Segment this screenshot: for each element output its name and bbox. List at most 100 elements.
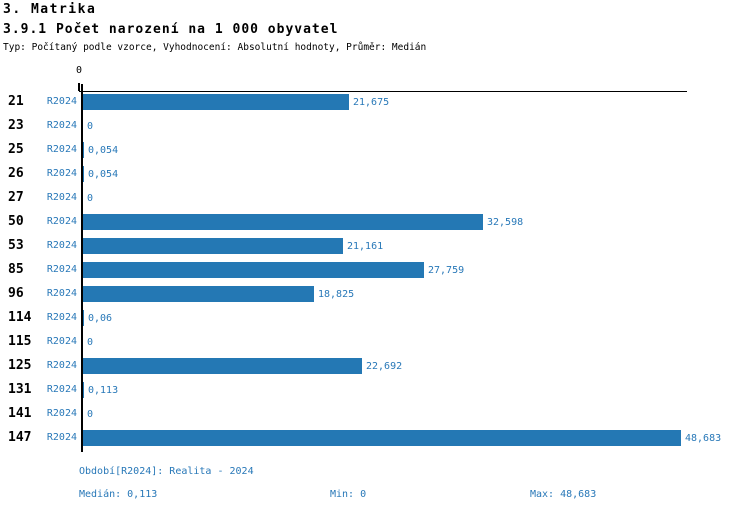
row-category-label: 50 [8,214,24,229]
bar-line: 32,598 [83,210,523,234]
row-period-label: R2024 [46,96,77,107]
row-period-label: R2024 [46,240,77,251]
value-label: 0,054 [88,144,119,156]
row-period-label: R2024 [46,168,77,179]
value-bar[interactable] [83,262,424,278]
bar-line: 0,054 [83,162,118,186]
row-period-label: R2024 [46,120,77,131]
row-category-label: 114 [8,310,32,325]
value-label: 22,692 [366,360,403,372]
row-category-label: 21 [8,94,24,109]
section-title: 3. Matrika [3,2,97,17]
row-category-label: 25 [8,142,24,157]
row-period-label: R2024 [46,408,77,419]
row-category-label: 26 [8,166,24,181]
bar-line: 22,692 [83,354,402,378]
row-period-label: R2024 [46,384,77,395]
value-label: 0 [87,120,94,132]
chart-row: 26 R2024 0,054 [0,162,750,186]
period-info: Období[R2024]: Realita - 2024 [79,466,254,477]
row-period-label: R2024 [46,336,77,347]
bar-line: 21,675 [83,90,389,114]
value-label: 32,598 [487,216,524,228]
row-category-label: 85 [8,262,24,277]
min-stat: Min: 0 [330,489,367,500]
row-period-label: R2024 [46,312,77,323]
chart-row: 115 R2024 0 [0,330,750,354]
chart-row: 23 R2024 0 [0,114,750,138]
chart-subtitle: Typ: Počítaný podle vzorce, Vyhodnocení:… [3,42,427,53]
bar-chart: 0 21 R2024 21,675 23 R2024 0 25 R2024 0,054 26 R20… [0,65,750,456]
median-stat: Medián: 0,113 [79,489,158,500]
value-label: 21,675 [353,96,390,108]
chart-row: 125 R2024 22,692 [0,354,750,378]
value-label: 0 [87,192,94,204]
bar-line: 0 [83,330,93,354]
bar-line: 21,161 [83,234,383,258]
bar-line: 0,054 [83,138,118,162]
bar-line: 27,759 [83,258,464,282]
row-period-label: R2024 [46,360,77,371]
value-label: 0,06 [88,312,113,324]
value-label: 0,054 [88,168,119,180]
max-stat: Max: 48,683 [530,489,597,500]
chart-row: 96 R2024 18,825 [0,282,750,306]
chart-row: 131 R2024 0,113 [0,378,750,402]
row-period-label: R2024 [46,432,77,443]
bar-line: 0 [83,114,93,138]
chart-row: 25 R2024 0,054 [0,138,750,162]
value-bar[interactable] [83,214,483,230]
chart-title: 3.9.1 Počet narození na 1 000 obyvatel [3,22,339,37]
value-label: 21,161 [347,240,384,252]
row-period-label: R2024 [46,288,77,299]
row-category-label: 131 [8,382,32,397]
axis-zero-label: 0 [75,65,83,76]
chart-row: 27 R2024 0 [0,186,750,210]
row-period-label: R2024 [46,264,77,275]
value-bar[interactable] [83,430,681,446]
row-category-label: 125 [8,358,32,373]
row-category-label: 147 [8,430,32,445]
chart-rows: 21 R2024 21,675 23 R2024 0 25 R2024 0,054 26 R2024… [0,90,750,450]
y-axis-line [81,84,83,452]
axis-origin-tick [78,83,80,91]
value-label: 0 [87,408,94,420]
value-bar[interactable] [83,310,84,326]
chart-row: 114 R2024 0,06 [0,306,750,330]
value-bar[interactable] [83,166,84,182]
row-category-label: 23 [8,118,24,133]
row-category-label: 96 [8,286,24,301]
chart-row: 53 R2024 21,161 [0,234,750,258]
row-period-label: R2024 [46,192,77,203]
bar-line: 0,06 [83,306,112,330]
chart-row: 85 R2024 27,759 [0,258,750,282]
value-label: 0 [87,336,94,348]
chart-row: 50 R2024 32,598 [0,210,750,234]
value-bar[interactable] [83,94,349,110]
chart-row: 141 R2024 0 [0,402,750,426]
chart-row: 21 R2024 21,675 [0,90,750,114]
value-label: 48,683 [685,432,722,444]
value-label: 27,759 [428,264,465,276]
value-label: 18,825 [318,288,355,300]
bar-line: 0 [83,186,93,210]
bar-line: 0,113 [83,378,118,402]
value-bar[interactable] [83,358,362,374]
bar-line: 0 [83,402,93,426]
bar-line: 18,825 [83,282,354,306]
row-category-label: 141 [8,406,32,421]
value-bar[interactable] [83,382,84,398]
x-axis-line [79,91,687,92]
row-category-label: 27 [8,190,24,205]
chart-row: 147 R2024 48,683 [0,426,750,450]
row-category-label: 115 [8,334,32,349]
value-bar[interactable] [83,238,343,254]
row-category-label: 53 [8,238,24,253]
row-period-label: R2024 [46,144,77,155]
value-bar[interactable] [83,142,84,158]
value-label: 0,113 [88,384,119,396]
row-period-label: R2024 [46,216,77,227]
bar-line: 48,683 [83,426,721,450]
value-bar[interactable] [83,286,314,302]
